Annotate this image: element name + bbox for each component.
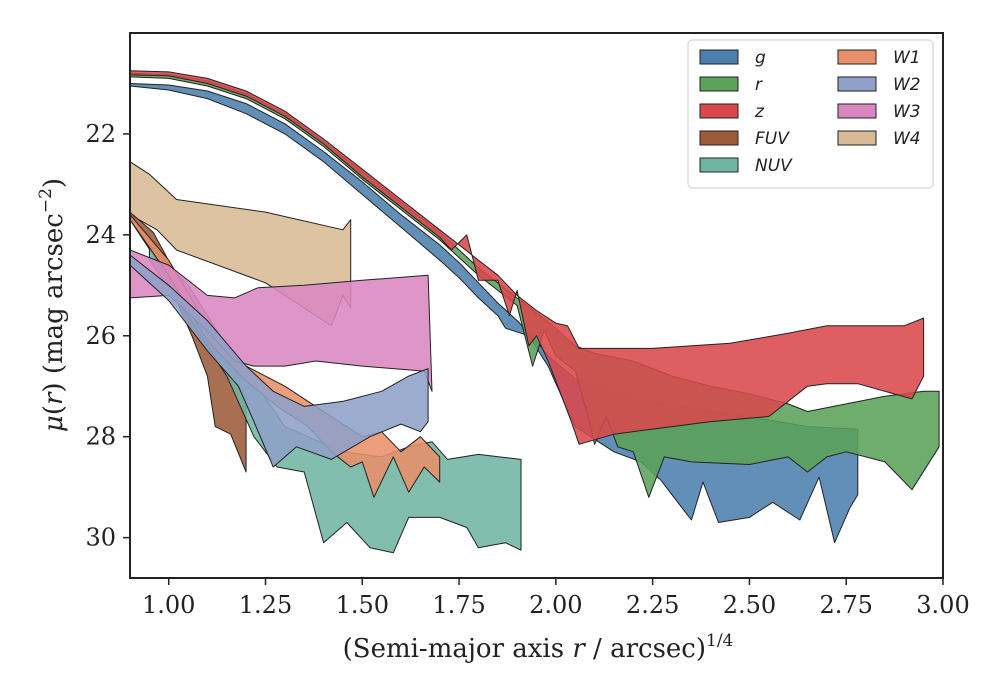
- area-z: [129, 70, 925, 445]
- legend-label-fuv: FUV: [755, 129, 790, 149]
- y-tick-label: 24: [85, 221, 116, 249]
- y-tick-label: 22: [85, 120, 116, 148]
- x-axis-label-post: / arcsec): [585, 634, 706, 664]
- x-axis-ticks: 1.00 1.25 1.50 1.75 2.00 2.25 2.50 2.75 3.00: [142, 578, 970, 619]
- y-axis-label-paren: (: [39, 405, 69, 415]
- x-tick-label: 2.50: [723, 591, 776, 619]
- y-axis-label-r: r: [39, 391, 69, 405]
- legend-swatch-g: [699, 49, 739, 65]
- y-axis-label: μ(r) (mag arcsec−2): [36, 178, 69, 432]
- legend-swatch-w4: [837, 130, 877, 146]
- x-axis-label-pre: (Semi-major axis: [343, 634, 573, 664]
- legend-swatch-fuv: [699, 130, 739, 146]
- y-axis-label-close: ): [39, 178, 69, 188]
- x-tick-label: 2.25: [626, 591, 679, 619]
- legend-swatch-w2: [837, 76, 877, 92]
- y-axis-ticks: 22 24 26 28 30: [85, 120, 130, 552]
- profile-areas: [129, 70, 940, 554]
- x-axis-label-var: r: [572, 634, 586, 664]
- y-tick-label: 28: [85, 423, 116, 451]
- y-axis-label-superscript: −2: [36, 188, 56, 213]
- x-tick-label: 1.25: [239, 591, 292, 619]
- legend-items: grz FUV NUV W1 W2 W3 W4: [699, 48, 921, 176]
- legend-swatch-nuv: [699, 157, 739, 173]
- x-tick-label: 1.75: [432, 591, 485, 619]
- legend-label-w3: W3: [893, 102, 921, 122]
- legend-label-w1: W1: [893, 48, 921, 68]
- y-axis-label-text: ) (mag arcsec: [39, 213, 69, 392]
- legend: grz FUV NUV W1 W2 W3 W4: [687, 39, 934, 189]
- legend-label-w2: W2: [893, 75, 921, 95]
- y-tick-label: 30: [85, 524, 116, 552]
- x-tick-label: 2.00: [529, 591, 582, 619]
- legend-swatch-w3: [837, 103, 877, 119]
- legend-label-g: g: [755, 48, 766, 68]
- legend-label-nuv: NUV: [755, 156, 793, 176]
- x-tick-label: 1.50: [336, 591, 389, 619]
- x-axis-label-superscript: 1/4: [706, 631, 733, 651]
- legend-swatch-r: [699, 76, 739, 92]
- y-tick-label: 26: [85, 322, 116, 350]
- legend-label-w4: W4: [893, 129, 921, 149]
- x-tick-label: 2.75: [819, 591, 872, 619]
- y-axis-label-mu: μ: [39, 415, 69, 432]
- x-tick-label: 3.00: [916, 591, 969, 619]
- x-axis-label: (Semi-major axis r / arcsec)1/4: [343, 631, 734, 664]
- legend-label-z: z: [754, 102, 765, 122]
- legend-label-r: r: [755, 75, 763, 95]
- x-tick-label: 1.00: [142, 591, 195, 619]
- legend-swatch-z: [699, 103, 739, 119]
- plot-frame: [129, 32, 944, 579]
- area-w2: [129, 254, 429, 468]
- legend-swatch-w1: [837, 49, 877, 65]
